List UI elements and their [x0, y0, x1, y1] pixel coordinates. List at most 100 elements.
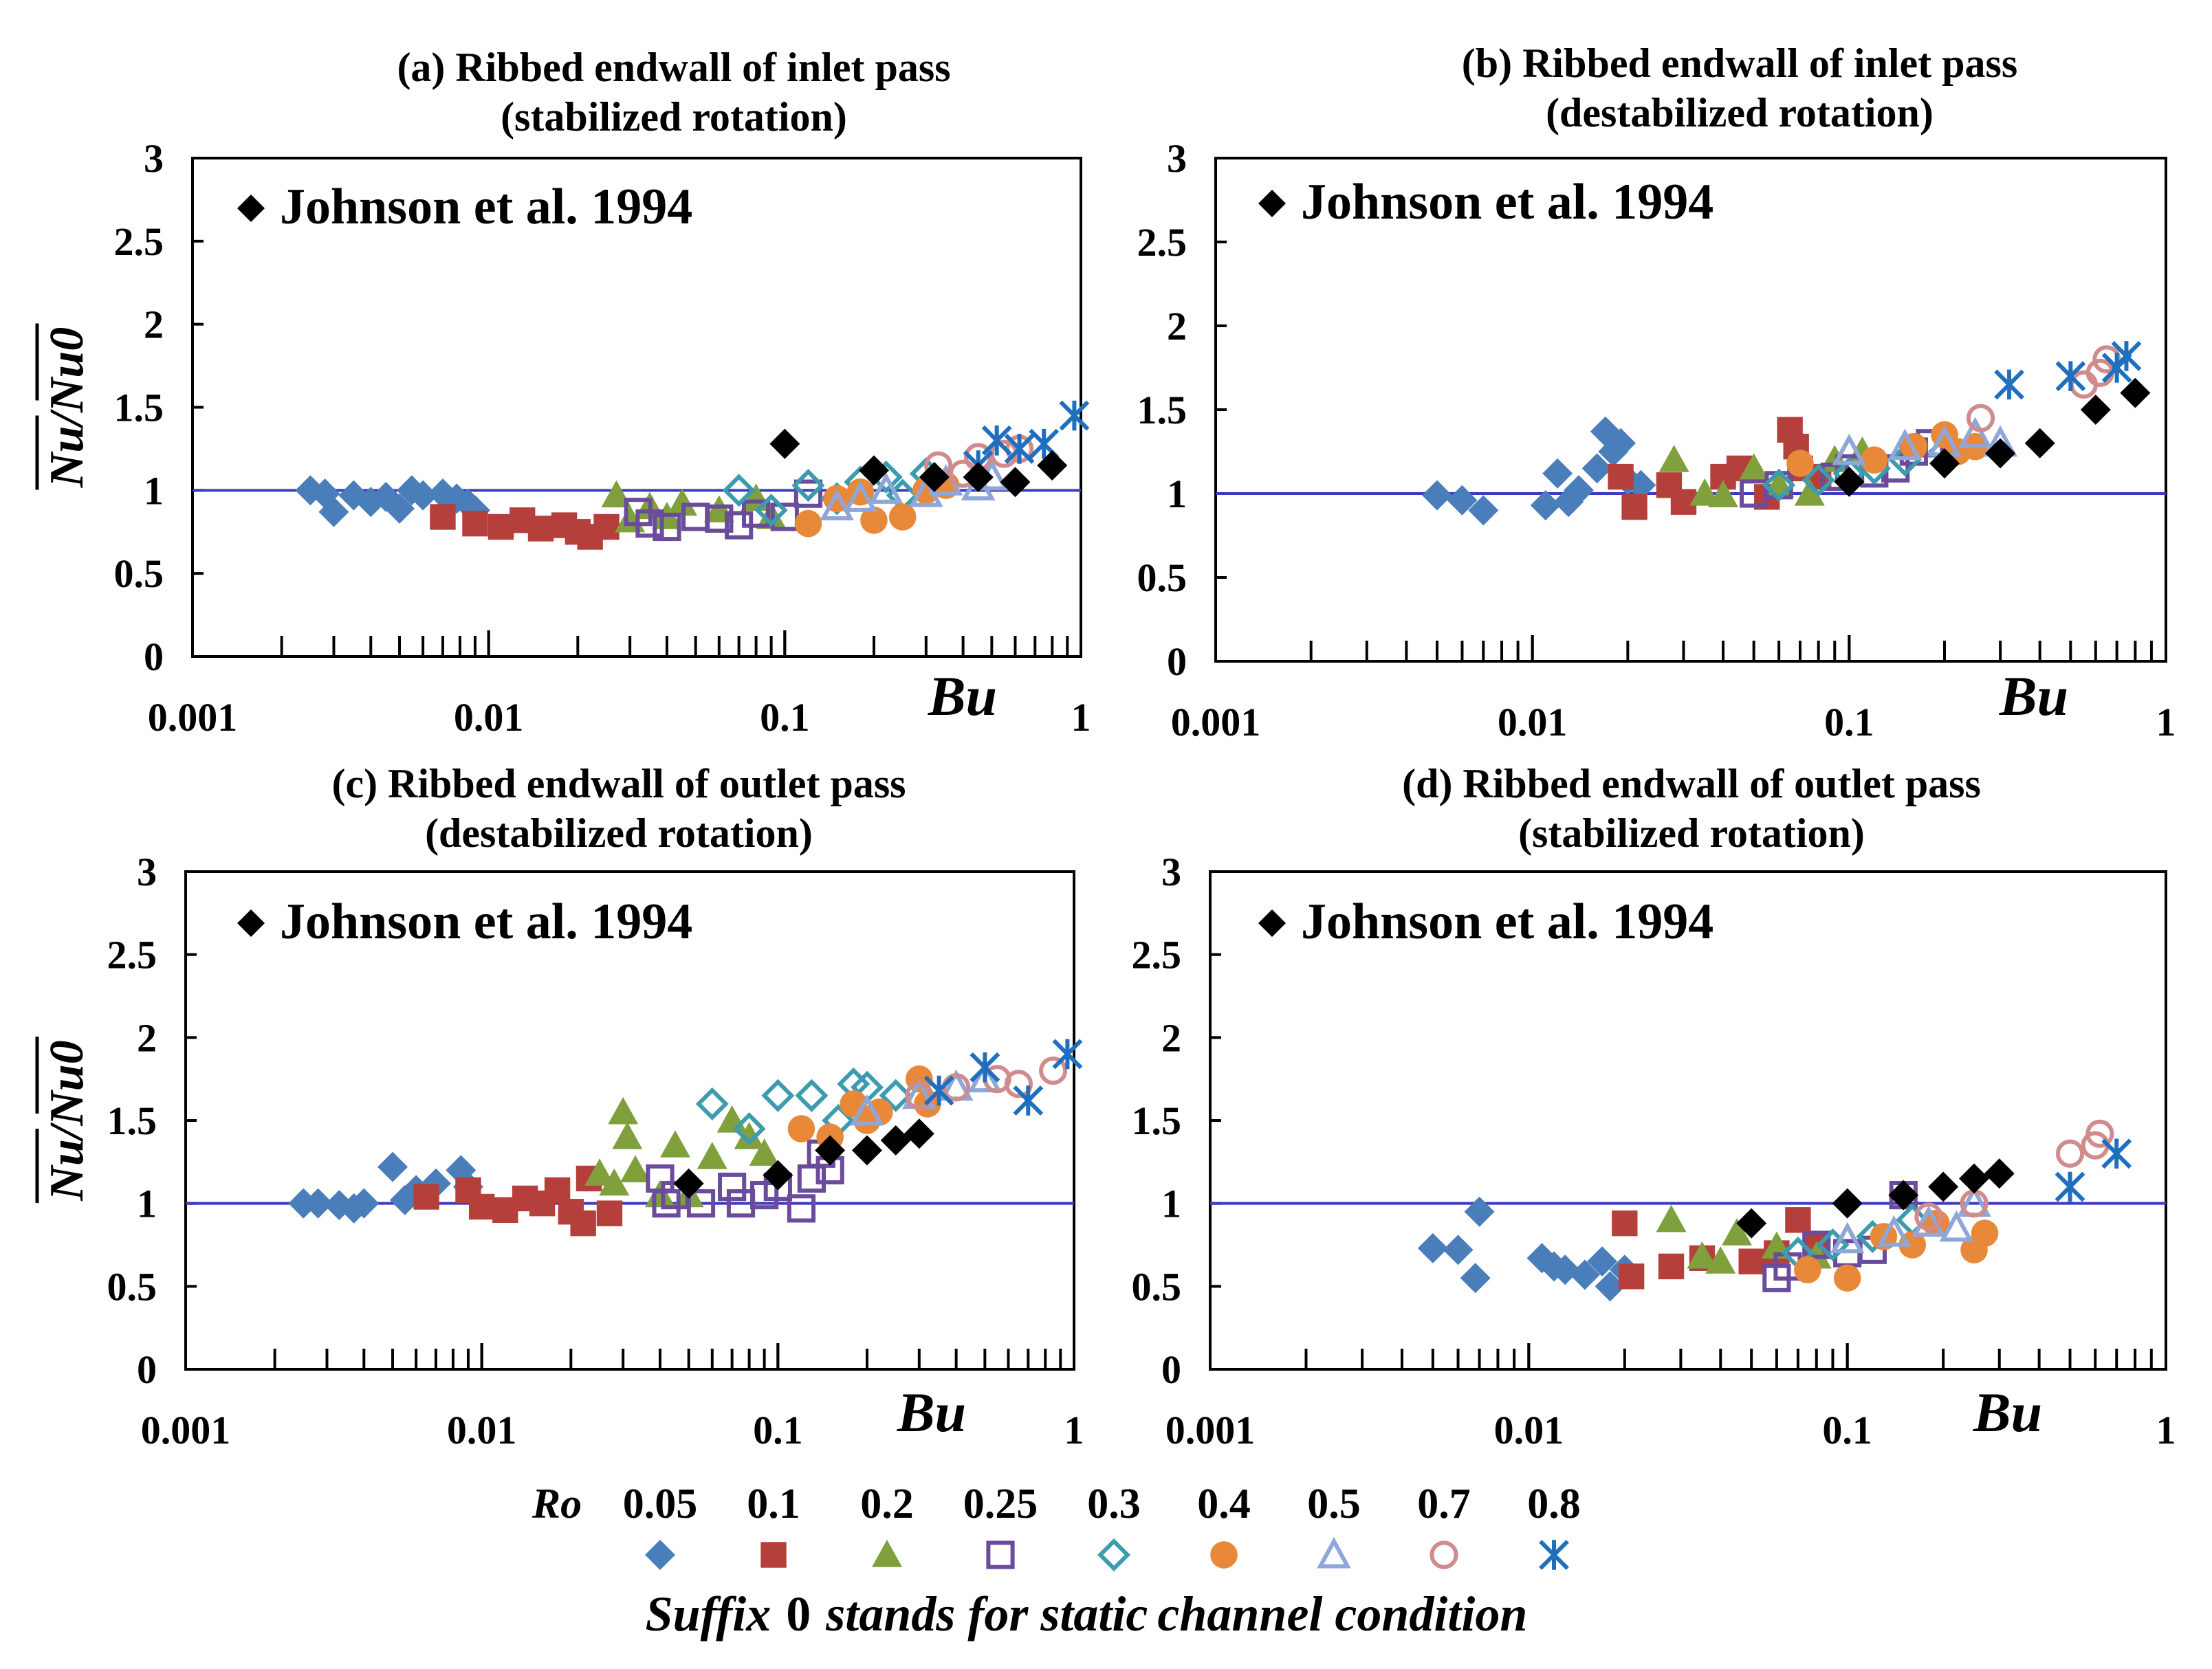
panel-a-xtick-label-2: 0.1 — [760, 695, 810, 740]
panel-d-point-0-05-8-shape — [1587, 1246, 1618, 1277]
panel-a-xlabel: Bu — [928, 665, 997, 727]
panel-a-ylabel: Nu/Nu0 — [35, 323, 94, 490]
panel-d-annotation-marker — [1258, 909, 1286, 937]
panel-a-point-0-05-2-shape — [318, 496, 349, 527]
panel-a-point-0-5-2 — [868, 472, 904, 504]
legend: Ro 0.05 0.1 0.2 0.25 0.3 0.4 0.5 0.7 0.8 — [532, 1481, 1581, 1572]
panel-d-point-0-05-9 — [1595, 1271, 1625, 1302]
panel-a-point-0-4-0-shape — [794, 509, 822, 538]
legend-value-4: 0.25 — [963, 1481, 1038, 1527]
panel-b-point-0-2-3 — [1738, 453, 1769, 480]
panel-a-point-johnson-et-al-1994-0-shape — [769, 428, 800, 459]
panel-d-series-johnson-et-al-1994 — [1736, 1158, 2015, 1239]
panel-d-point-0-7-4 — [2085, 1119, 2114, 1148]
panel-d-point-0-5-1 — [1876, 1215, 1912, 1247]
panel-b-point-0-05-10-shape — [1606, 428, 1636, 458]
panel-c-point-0-25-3-shape — [686, 1189, 716, 1218]
panel-a-point-0-4-4 — [888, 503, 917, 531]
panel-a-point-0-25-6-shape — [741, 499, 771, 528]
panel-c-point-0-3-7 — [879, 1079, 912, 1112]
panel-c-point-0-1-8 — [570, 1210, 596, 1237]
panel-d-point-0-1-4-shape — [1738, 1248, 1764, 1274]
legend-value-3: 0.2 — [860, 1481, 914, 1527]
panel-b-point-0-2-2-shape — [1708, 480, 1739, 508]
panel-b-title-line1: (b) Ribbed endwall of inlet pass — [1462, 41, 2017, 86]
panel-c-point-0-25-8 — [787, 1194, 816, 1223]
panel-a-point-0-1-0 — [430, 504, 456, 530]
panel-a-series-johnson-et-al-1994 — [769, 428, 1068, 498]
panel-d-series-0-8 — [2055, 1138, 2132, 1202]
panel-b-series-0-5 — [1832, 417, 2017, 465]
panel-c-series-0-05 — [288, 1151, 483, 1224]
panel-b-point-0-05-0 — [1421, 480, 1452, 511]
panel-c-point-0-1-0-shape — [413, 1184, 439, 1210]
panel-c-point-0-2-3-shape — [612, 1122, 643, 1149]
panel-b-point-johnson-et-al-1994-4-shape — [2080, 395, 2111, 425]
panel-a-point-0-4-3 — [860, 507, 888, 534]
panel-c-title-line2: (destabilized rotation) — [425, 810, 813, 856]
panel-a-point-0-2-0-shape — [601, 480, 632, 508]
panel-c-series-0-1 — [413, 1165, 623, 1237]
panel-c-ytick-label-2: 1 — [137, 1182, 157, 1226]
panel-d-point-0-5-2-shape — [1912, 1205, 1946, 1237]
panel-b-annotation-marker — [1258, 190, 1286, 217]
panel-b-point-0-4-0-shape — [1786, 450, 1814, 477]
panel-c-point-0-2-10 — [734, 1122, 765, 1149]
panel-d-point-0-05-1 — [1443, 1235, 1474, 1265]
panel-b-point-0-05-2-shape — [1468, 495, 1499, 526]
panel-d-point-johnson-et-al-1994-5 — [1984, 1158, 2015, 1189]
panel-c-point-johnson-et-al-1994-1-shape — [763, 1160, 793, 1191]
panel-b-point-0-5-1-shape — [1887, 428, 1923, 461]
panel-d-point-johnson-et-al-1994-2-shape — [1888, 1180, 1919, 1211]
panel-c-point-0-25-9 — [797, 1164, 826, 1193]
panel-b-xtick-label-1: 0.01 — [1498, 700, 1568, 744]
panel-a-point-0-1-8 — [593, 513, 620, 540]
panel-c-point-0-3-2-shape — [761, 1079, 795, 1112]
panel-a-point-johnson-et-al-1994-5-shape — [1037, 450, 1068, 481]
panel-b-point-0-2-0 — [1658, 445, 1689, 472]
legend-marker-0-3 — [1097, 1538, 1131, 1572]
panel-b-point-johnson-et-al-1994-4 — [2080, 395, 2111, 425]
panel-d-point-0-2-2 — [1705, 1246, 1736, 1274]
panel-b-point-0-2-5-shape — [1794, 478, 1825, 506]
panel-b-point-0-2-3-shape — [1738, 453, 1769, 480]
panel-a-point-johnson-et-al-1994-2 — [919, 462, 950, 492]
panel-d-xtick-label-0: 0.001 — [1165, 1408, 1256, 1452]
panel-d-point-0-4-1 — [1833, 1264, 1861, 1292]
footnote-part3: stands for static — [825, 1587, 1148, 1642]
panel-a-plot: 0.001 0.01 0.1 1 0 0.5 1 1.5 2 2.5 3 Johnson et al.… — [35, 136, 1091, 740]
panel-a-xtick-label-1: 0.01 — [454, 695, 524, 740]
panel-c-point-0-2-11 — [749, 1138, 780, 1166]
panel-b-point-0-5-0 — [1832, 433, 1867, 465]
panel-a-point-0-25-1 — [635, 509, 664, 538]
panel-c-point-0-4-0 — [787, 1115, 815, 1142]
panel-b-point-0-8-3 — [2111, 340, 2142, 371]
panel-d-ytick-label-6: 3 — [1161, 850, 1181, 894]
panel-c-ytick-label-0: 0 — [137, 1347, 157, 1392]
panel-c-point-0-2-0-shape — [584, 1158, 615, 1186]
panel-b-point-0-05-3-shape — [1530, 490, 1561, 521]
panel-a-point-0-05-8 — [408, 480, 439, 511]
panel-a-point-0-5-5-shape — [961, 469, 996, 500]
legend-marker-0-5 — [1317, 1536, 1351, 1569]
panel-b-point-0-05-2 — [1468, 495, 1499, 526]
panel-d-point-johnson-et-al-1994-2 — [1888, 1180, 1919, 1211]
panel-d-ytick-label-2: 1 — [1161, 1182, 1181, 1226]
panel-c-ytick-label-3: 1.5 — [107, 1098, 157, 1143]
panel-b-point-0-05-0-shape — [1421, 480, 1452, 511]
panel-d-point-0-1-4 — [1738, 1248, 1764, 1274]
legend-marker-0-25-shape — [986, 1540, 1015, 1569]
panel-d-point-0-5-0 — [1830, 1222, 1865, 1254]
panel-a-point-0-4-3-shape — [860, 507, 888, 534]
panel-d-series-0-2 — [1656, 1204, 1832, 1274]
panel-c-point-johnson-et-al-1994-2-shape — [815, 1135, 846, 1166]
panel-a-point-0-2-0 — [601, 480, 632, 508]
panel-b-title-line2: (destabilized rotation) — [1546, 90, 1934, 135]
panel-c-point-0-5-3-shape — [967, 1061, 1003, 1093]
panel-c-point-0-2-1 — [599, 1168, 630, 1196]
panel-d-point-0-4-6-shape — [1971, 1219, 1999, 1247]
panel-d: (d) Ribbed endwall of outlet pass (stabi… — [1132, 761, 2176, 1452]
panel-d-point-0-5-0-shape — [1830, 1222, 1865, 1254]
panel-d-annotation: Johnson et al. 1994 — [1301, 894, 1713, 950]
